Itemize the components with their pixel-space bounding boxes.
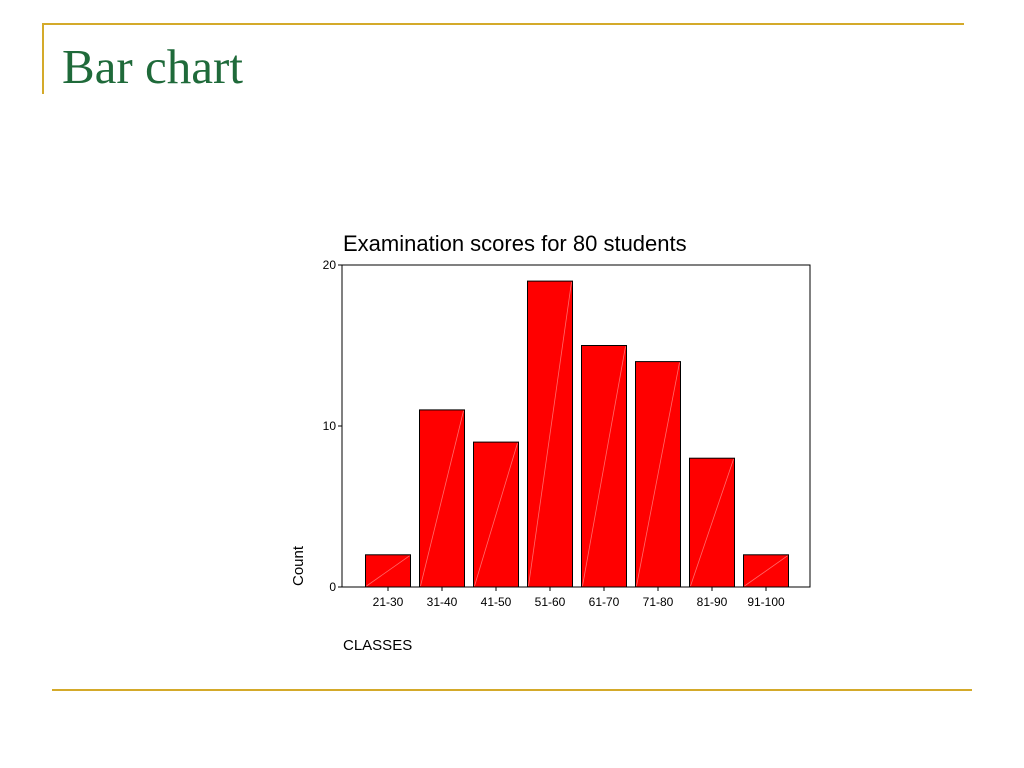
x-tick-label: 91-100 <box>747 595 785 609</box>
bar-shading-line <box>528 282 572 587</box>
y-tick-label: 0 <box>329 580 336 594</box>
bar-shading-line <box>474 442 518 587</box>
x-tick-label: 21-30 <box>373 595 404 609</box>
x-tick-label: 51-60 <box>535 595 566 609</box>
x-tick-label: 81-90 <box>697 595 728 609</box>
x-tick-label: 31-40 <box>427 595 458 609</box>
bar-shading-line <box>582 346 626 587</box>
y-tick-label: 20 <box>323 258 337 272</box>
slide-frame-top-line <box>42 23 964 25</box>
slide-frame-left-line <box>42 23 44 94</box>
bar-shading-line <box>420 410 464 587</box>
x-axis-label: CLASSES <box>343 637 412 654</box>
y-axis-label: Count <box>290 545 307 586</box>
x-tick-label: 61-70 <box>589 595 620 609</box>
bar-shading-line <box>744 555 788 587</box>
y-tick-label: 10 <box>323 419 337 433</box>
x-tick-label: 71-80 <box>643 595 674 609</box>
bar-shading-line <box>636 362 680 587</box>
slide-frame-bottom-line <box>52 689 972 691</box>
plot-area-frame <box>341 264 811 588</box>
bar-shading-line <box>366 555 410 587</box>
slide-title: Bar chart <box>62 39 243 94</box>
bar-shading-line <box>690 459 734 587</box>
x-tick-label: 41-50 <box>481 595 512 609</box>
chart-title: Examination scores for 80 students <box>343 231 687 256</box>
